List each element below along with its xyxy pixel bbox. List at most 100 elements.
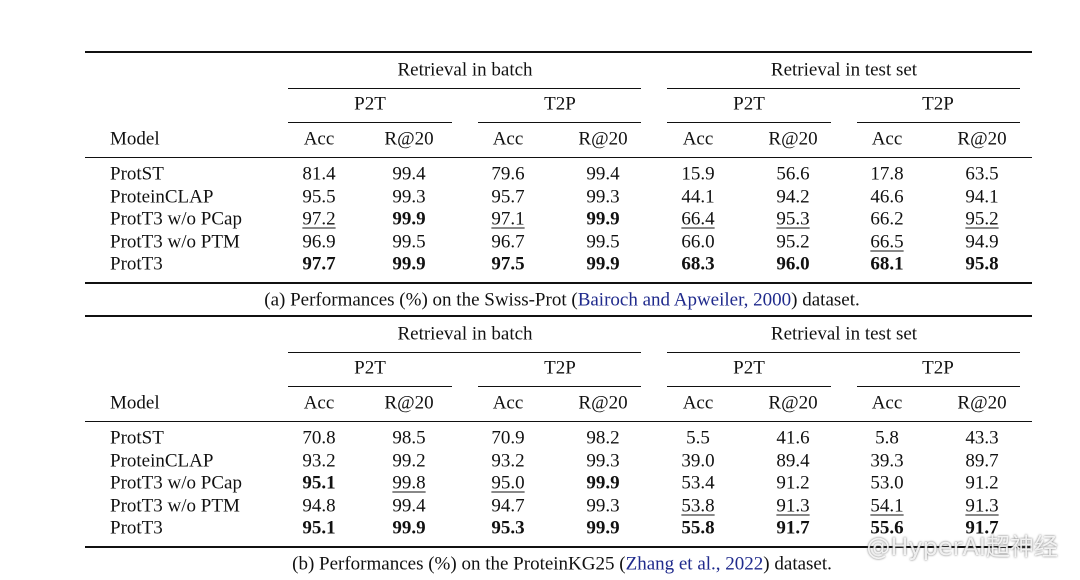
group-header: Retrieval in batch [397,323,533,345]
rule [288,352,641,353]
caption: (a) Performances (%) on the Swiss-Prot (… [264,291,859,310]
sub-header: P2T [733,93,765,115]
cell: 53.0 [870,472,904,494]
rule [85,51,1032,53]
cell: 99.9 [392,517,426,539]
cell: 95.8 [965,253,999,275]
cell: 94.2 [776,186,810,207]
cell: 99.9 [586,472,620,494]
row-label: ProtT3 w/o PTM [110,495,240,516]
rule [85,421,1032,422]
citation: Bairoch and Apweiler, 2000 [577,289,792,311]
row-label: ProtT3 [110,517,163,539]
rule [85,282,1032,284]
column-header: Model [110,392,160,414]
cell: 91.3 [776,495,810,516]
caption-text: (a) Performances (%) on the Swiss-Prot ( [264,289,578,311]
cell: 97.1 [491,208,525,230]
column-header: R@20 [768,392,818,414]
rule [667,352,1020,353]
caption-text: (b) Performances (%) on the ProteinKG25 … [292,553,626,575]
column-header: R@20 [957,392,1007,414]
column-header: R@20 [578,128,628,150]
cell: 81.4 [302,163,336,185]
cell: 98.2 [586,427,620,449]
column-header: Acc [871,392,903,414]
cell: 66.4 [681,208,715,230]
cell: 70.9 [491,427,525,449]
cell: 66.2 [870,208,904,230]
cell: 99.9 [392,208,426,230]
cell: 94.8 [302,495,336,516]
group-header: Retrieval in test set [770,59,918,81]
cell: 63.5 [965,163,999,185]
cell: 99.5 [392,231,426,252]
cell: 96.9 [302,231,336,252]
sub-header: T2P [922,93,954,115]
cell: 5.8 [875,427,899,449]
cell: 93.2 [302,450,336,471]
cell: 79.6 [491,163,525,185]
caption-text: ) dataset. [791,289,860,311]
sub-header: P2T [354,93,386,115]
sub-header: T2P [922,357,954,379]
column-header: R@20 [957,128,1007,150]
column-header: Acc [492,392,524,414]
cell: 99.4 [586,163,620,185]
rule [288,122,452,123]
row-label: ProtST [110,163,164,185]
rule [667,122,831,123]
cell: 96.7 [491,231,525,252]
cell: 95.5 [302,186,336,207]
rule [478,122,641,123]
cell: 99.9 [586,517,620,539]
row-label: ProtT3 w/o PTM [110,231,240,252]
cell: 99.9 [586,253,620,275]
cell: 98.5 [392,427,426,449]
cell: 95.2 [965,208,999,230]
cell: 5.5 [686,427,710,449]
cell: 68.1 [870,253,904,275]
cell: 91.2 [965,472,999,494]
sub-header: T2P [544,357,576,379]
cell: 68.3 [681,253,715,275]
cell: 15.9 [681,163,715,185]
cell: 96.0 [776,253,810,275]
cell: 91.7 [965,517,999,539]
citation: Zhang et al., 2022 [625,553,764,575]
row-label: ProteinCLAP [110,186,214,207]
row-label: ProtT3 [110,253,163,275]
cell: 99.4 [392,163,426,185]
rule [85,157,1032,158]
group-header: Retrieval in batch [397,59,533,81]
cell: 95.2 [776,231,810,252]
cell: 95.3 [776,208,810,230]
cell: 99.4 [392,495,426,516]
cell: 99.9 [392,253,426,275]
rule [85,546,1032,548]
cell: 17.8 [870,163,904,185]
column-header: R@20 [768,128,818,150]
cell: 39.0 [681,450,715,471]
cell: 66.5 [870,231,904,252]
cell: 89.7 [965,450,999,471]
rule [667,386,831,387]
sub-header: P2T [733,357,765,379]
watermark: @HyperAI超神经 [866,533,1058,561]
cell: 93.2 [491,450,525,471]
cell: 91.2 [776,472,810,494]
cell: 99.3 [392,186,426,207]
cell: 66.0 [681,231,715,252]
cell: 56.6 [776,163,810,185]
cell: 99.3 [586,450,620,471]
cell: 44.1 [681,186,715,207]
sub-header: P2T [354,357,386,379]
column-header: Acc [682,128,714,150]
rule [857,386,1020,387]
row-label: ProtT3 w/o PCap [110,208,242,230]
cell: 53.4 [681,472,715,494]
cell: 99.3 [586,186,620,207]
cell: 94.9 [965,231,999,252]
rule [478,386,641,387]
